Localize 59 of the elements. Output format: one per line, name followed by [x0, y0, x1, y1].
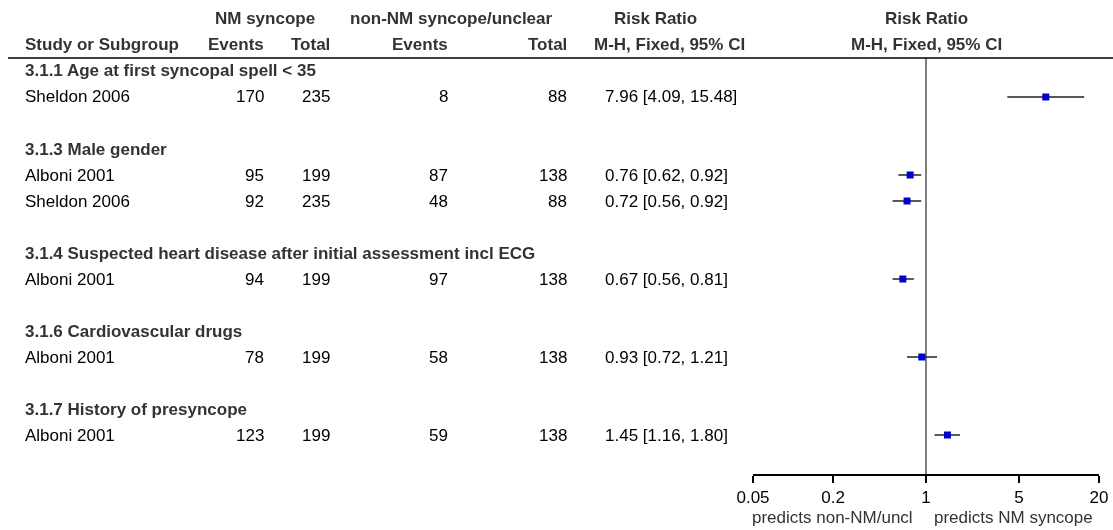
category-label: Total — [528, 35, 568, 54]
category-label: M-H, Fixed, 95% CI — [594, 35, 746, 54]
text: 87 — [429, 166, 448, 185]
text: Study or Subgroup — [25, 35, 179, 54]
text: 235 — [302, 192, 331, 211]
text: 199 — [302, 348, 331, 367]
text: 199 — [302, 166, 331, 185]
text: 138 — [539, 166, 568, 185]
text: 95 — [245, 166, 264, 185]
category-label: 3.1.7 History of presyncope — [25, 400, 248, 419]
category-label: Sheldon 2006 — [25, 192, 130, 211]
text: 1.45 [1.16, 1.80] — [605, 426, 728, 445]
category-label: Events — [392, 35, 448, 54]
text: 97 — [429, 270, 448, 289]
category-label: Total — [291, 35, 331, 54]
text: 138 — [539, 426, 568, 445]
category-label: 3.1.6 Cardiovascular drugs — [25, 322, 243, 341]
text: 199 — [302, 426, 331, 445]
text: 0.72 [0.56, 0.92] — [605, 192, 728, 211]
text: 78 — [245, 348, 264, 367]
text: 199 — [302, 270, 331, 289]
text: 92 — [245, 192, 264, 211]
text: Risk Ratio — [614, 9, 698, 28]
text: 138 — [539, 270, 568, 289]
text: predicts NM syncope — [934, 508, 1093, 527]
x-tick-label: 1 — [921, 488, 931, 508]
text: 138 — [539, 348, 568, 367]
text: 170 — [236, 87, 265, 106]
text: 58 — [429, 348, 448, 367]
x-tick-label: 0.2 — [821, 488, 845, 508]
category-label: 3.1.4 Suspected heart disease after initial assessment incl ECG — [25, 244, 536, 263]
x-tick-label: 20 — [1089, 488, 1109, 508]
category-label: Alboni 2001 — [25, 270, 115, 289]
category-label: Alboni 2001 — [25, 166, 115, 185]
text: predicts non-NM/uncl — [752, 508, 913, 527]
text: 235 — [302, 87, 331, 106]
category-label: Sheldon 2006 — [25, 87, 130, 106]
category-label: Alboni 2001 — [25, 348, 115, 367]
text: 0.67 [0.56, 0.81] — [605, 270, 728, 289]
text: non-NM syncope/unclear — [350, 9, 553, 28]
text: 123 — [236, 426, 265, 445]
chart-subtitle: M-H, Fixed, 95% CI — [851, 35, 1003, 54]
chart-title: Risk Ratio — [885, 9, 969, 28]
text: 59 — [429, 426, 448, 445]
text: 8 — [439, 87, 449, 106]
category-label: 3.1.3 Male gender — [25, 140, 167, 159]
text: 88 — [548, 87, 567, 106]
category-label: Alboni 2001 — [25, 426, 115, 445]
category-label: 3.1.1 Age at first syncopal spell < 35 — [25, 61, 316, 80]
text: 7.96 [4.09, 15.48] — [605, 87, 738, 106]
text: NM syncope — [215, 9, 316, 28]
text: 0.93 [0.72, 1.21] — [605, 348, 728, 367]
text: 0.76 [0.62, 0.92] — [605, 166, 728, 185]
category-label: Events — [208, 35, 264, 54]
x-tick-label: 0.05 — [736, 488, 770, 508]
text: 48 — [429, 192, 448, 211]
text: 94 — [245, 270, 264, 289]
text: 88 — [548, 192, 567, 211]
x-tick-label: 5 — [1014, 488, 1024, 508]
